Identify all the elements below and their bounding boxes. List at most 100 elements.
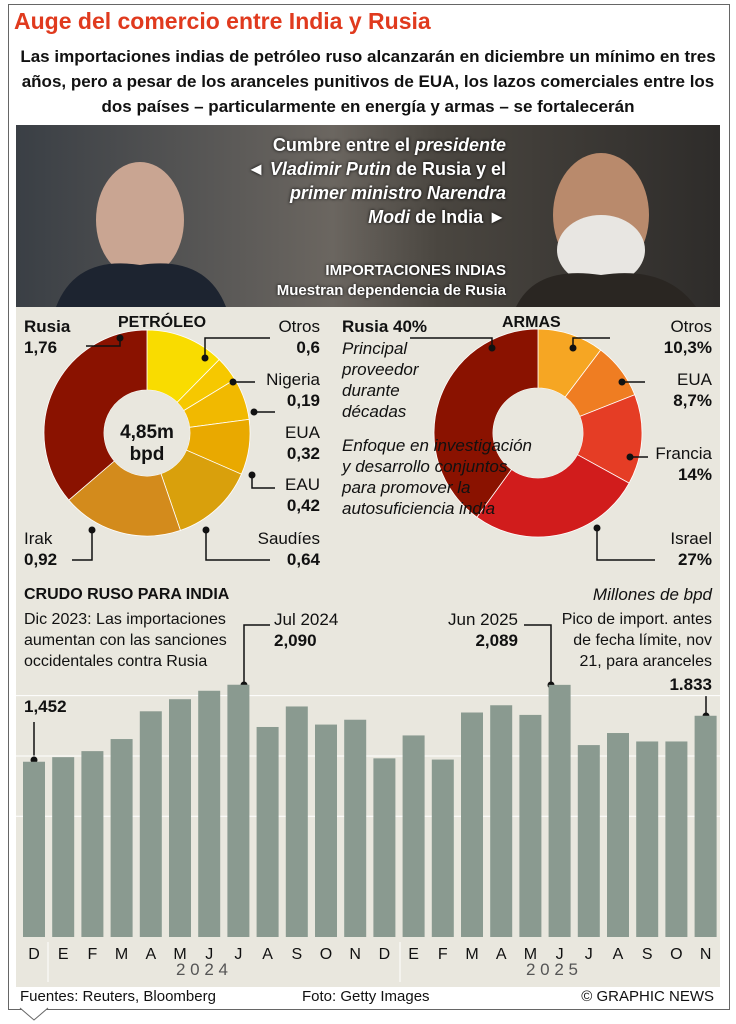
month-label: N: [700, 946, 712, 963]
leaders-photo: Cumbre entre el presidente ◄ Vladimir Pu…: [16, 125, 720, 307]
bar-16: [490, 705, 513, 937]
month-label: A: [262, 946, 273, 963]
leader-line: [204, 337, 270, 358]
leader-dot: [488, 344, 496, 352]
bar-5: [169, 699, 191, 937]
imports-title: IMPORTACIONES INDIAS: [325, 262, 506, 279]
title: Auge del comercio entre India y Rusia: [14, 8, 431, 34]
caption-7: de India ►: [415, 207, 506, 227]
bar-3: [110, 739, 133, 937]
caption-1: Cumbre entre el: [272, 135, 410, 155]
month-label: M: [115, 946, 128, 963]
month-label: J: [585, 946, 593, 963]
arms-label-russia: Rusia 40%: [342, 317, 428, 336]
leader-line: [72, 530, 93, 561]
subtitle: Las importaciones indias de petróleo rus…: [20, 47, 716, 116]
leader-dot: [248, 471, 256, 479]
annotation-dec-2023-value: 1,452: [24, 697, 67, 716]
oil-label-irak: Irak 0,92: [24, 529, 58, 569]
bar-8: [256, 726, 279, 937]
bar-11: [344, 719, 367, 937]
bar-7: [227, 684, 250, 937]
bar-14: [431, 759, 454, 937]
month-label: F: [438, 946, 448, 963]
arms-note-2: Enfoque en investigación y desarrollo co…: [342, 436, 532, 518]
caption-4: de Rusia y el: [395, 159, 506, 179]
month-label: O: [670, 946, 682, 963]
leader-dot: [250, 408, 258, 416]
arms-note-1: Principal proveedor durante décadas: [342, 339, 419, 421]
leader-line: [251, 475, 275, 489]
arms-hole: [493, 388, 583, 478]
month-label: F: [88, 946, 98, 963]
oil-label-nigeria: Nigeria 0,19: [266, 370, 320, 410]
oil-title: PETRÓLEO: [118, 314, 207, 331]
leader-dot: [618, 378, 626, 386]
leader-dot: [229, 378, 237, 386]
month-label: D: [379, 946, 391, 963]
oil-label-eau: EAU 0,42: [285, 475, 320, 515]
bar-9: [285, 706, 308, 937]
arms-label-eua: EUA 8,7%: [673, 370, 712, 410]
annotation-dec-2023: Dic 2023: Las importaciones aumentan con…: [24, 611, 227, 670]
bar-2: [81, 751, 104, 937]
oil-label-eua: EUA 0,32: [285, 423, 320, 463]
leader-dot: [201, 354, 209, 362]
month-label: O: [320, 946, 332, 963]
sources: Fuentes: Reuters, Bloomberg: [20, 988, 216, 1005]
frame-pointer: [19, 1007, 49, 1021]
oil-center-label: 4,85m bpd: [120, 422, 174, 465]
arms-title: ARMAS: [502, 314, 561, 331]
caption-5: primer ministro Narendra: [289, 183, 506, 203]
month-label: S: [642, 946, 653, 963]
leader-dot: [202, 526, 210, 534]
caption-6: Modi: [368, 207, 411, 227]
year-label-2024: 2 0 2 4: [176, 960, 228, 979]
month-label: M: [173, 946, 186, 963]
oil-hole: [104, 390, 190, 476]
caption-2: presidente: [414, 135, 506, 155]
bar-15: [461, 712, 483, 937]
bars-unit: Millones de bpd: [592, 585, 712, 604]
bar-10: [315, 724, 337, 937]
arms-label-otros: Otros 10,3%: [663, 317, 712, 357]
bars-title: CRUDO RUSO PARA INDIA: [24, 586, 230, 603]
month-label: S: [291, 946, 302, 963]
leader-line: [524, 624, 552, 685]
month-label: E: [408, 946, 419, 963]
leader-dot: [116, 334, 124, 342]
year-label-2025: 2 0 2 5: [526, 960, 578, 979]
bar-1: [52, 757, 75, 937]
month-label: D: [28, 946, 40, 963]
month-label: A: [496, 946, 507, 963]
caption-3: ◄ Vladimir Putin: [247, 159, 391, 179]
bar-22: [665, 741, 688, 937]
month-label: A: [145, 946, 156, 963]
annotation-jun-2025: Jun 2025 2,089: [448, 610, 518, 650]
month-label: J: [205, 946, 213, 963]
month-label: N: [349, 946, 361, 963]
leader-dot: [626, 453, 634, 461]
bar-12: [373, 758, 396, 937]
bar-21: [636, 741, 659, 937]
photo-credit: Foto: Getty Images: [302, 988, 430, 1005]
annotation-jul-2024: Jul 2024 2,090: [274, 610, 339, 650]
month-label: J: [234, 946, 242, 963]
leader-dot: [569, 344, 577, 352]
oil-label-russia: Rusia 1,76: [24, 317, 71, 357]
bar-17: [519, 714, 542, 937]
bar-20: [607, 733, 629, 937]
bar-4: [139, 711, 162, 937]
annotation-nov-2025-value: 1.833: [669, 675, 712, 694]
oil-label-otros: Otros 0,6: [278, 317, 320, 357]
leader-dot: [88, 526, 96, 534]
leader-line: [243, 624, 270, 685]
month-label: E: [58, 946, 69, 963]
month-label: M: [524, 946, 537, 963]
leader-line: [205, 530, 270, 561]
bar-0: [23, 761, 45, 937]
month-label: A: [613, 946, 624, 963]
oil-label-saudies: Saudíes 0,64: [257, 529, 320, 569]
